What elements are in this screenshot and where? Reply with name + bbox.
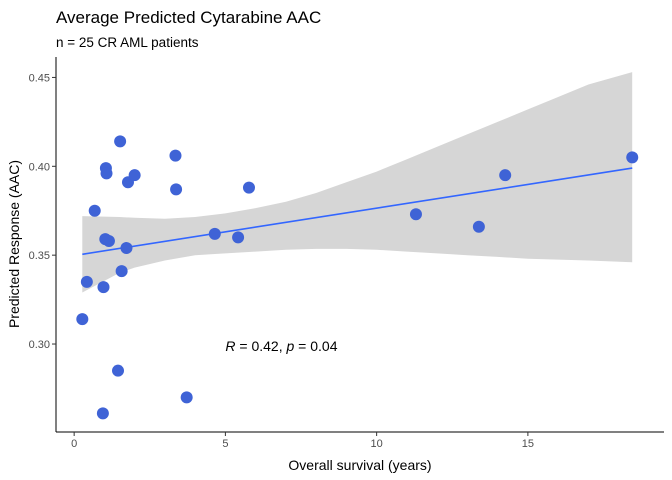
x-tick-label-2: 10 [371, 438, 383, 450]
data-point-25 [626, 151, 639, 164]
data-point-9 [102, 234, 115, 247]
y-axis-title: Predicted Response (AAC) [6, 160, 22, 328]
chart-subtitle: n = 25 CR AML patients [56, 35, 199, 50]
data-point-18 [180, 391, 193, 404]
x-axis-title: Overall survival (years) [288, 457, 431, 473]
data-point-12 [115, 265, 128, 278]
data-point-5 [97, 281, 110, 294]
x-tick-label-1: 5 [222, 438, 228, 450]
data-point-22 [409, 208, 422, 221]
data-point-3 [88, 204, 101, 217]
y-tick-label-1: 0.35 [29, 250, 50, 262]
chart-title: Average Predicted Cytarabine AAC [56, 8, 321, 27]
y-tick-label-2: 0.40 [29, 161, 50, 173]
data-point-15 [128, 169, 141, 182]
data-point-20 [232, 231, 245, 244]
data-point-13 [120, 242, 133, 255]
data-point-2 [80, 275, 93, 288]
data-point-24 [499, 169, 512, 182]
data-point-1 [76, 313, 89, 326]
p-label: p [286, 338, 295, 354]
data-point-16 [169, 149, 182, 162]
data-point-21 [242, 181, 255, 194]
data-point-8 [100, 167, 113, 180]
data-point-11 [114, 135, 127, 148]
data-point-17 [170, 183, 183, 196]
correlation-annotation: R = 0.42, p = 0.04 [225, 338, 337, 354]
x-tick-label-3: 15 [522, 438, 534, 450]
plot-area: 0 5 10 15 0.30 0.35 0.40 0.45 [29, 57, 664, 450]
data-point-23 [472, 220, 485, 233]
x-tick-label-0: 0 [71, 438, 77, 450]
confidence-band [82, 72, 633, 293]
y-tick-label-0: 0.30 [29, 339, 50, 351]
r-value: = 0.42, [236, 338, 287, 354]
r-label: R [225, 338, 235, 354]
data-point-19 [208, 227, 221, 240]
data-point-4 [96, 407, 109, 420]
regression-line [82, 167, 633, 256]
p-value: = 0.04 [294, 338, 337, 354]
y-tick-label-3: 0.45 [29, 72, 50, 84]
data-point-10 [112, 364, 125, 377]
